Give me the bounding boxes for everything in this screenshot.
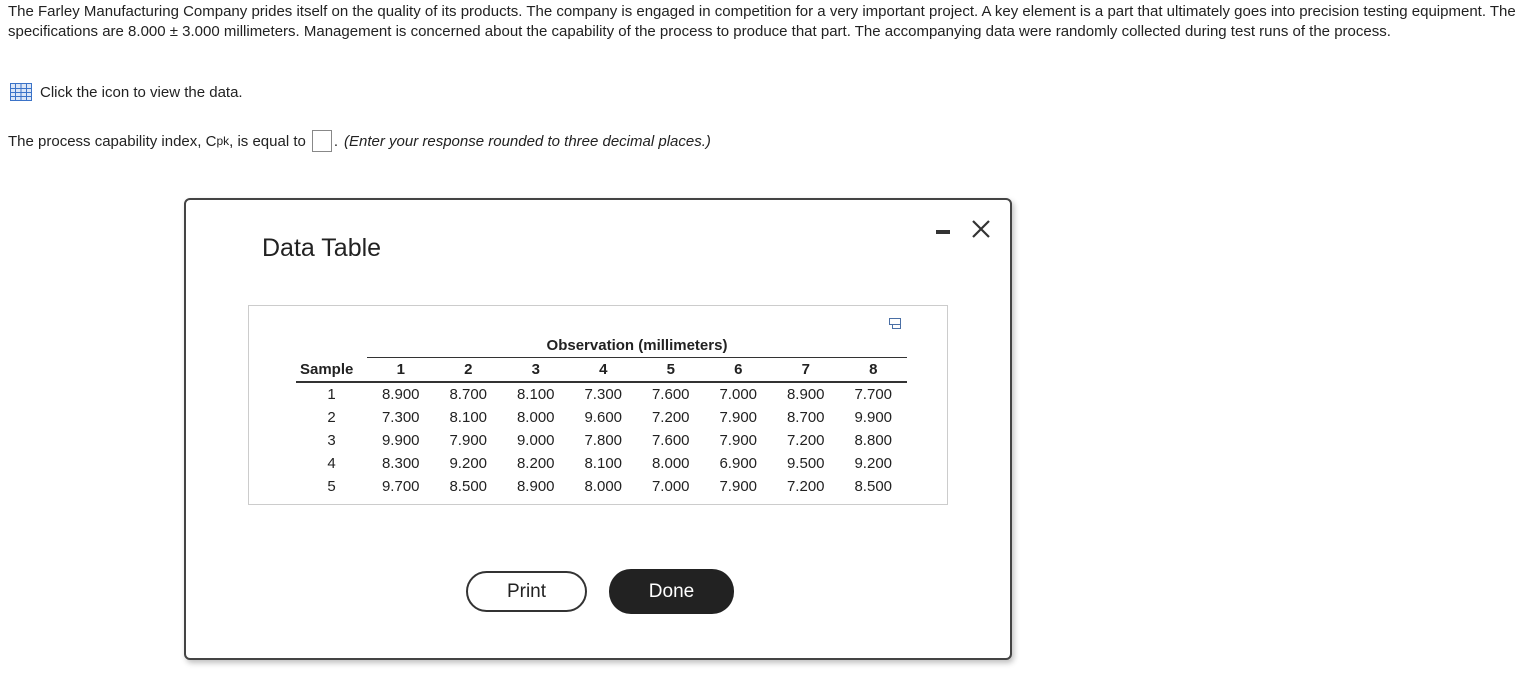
table-cell: 9.900 bbox=[381, 432, 420, 449]
table-cell: 7.600 bbox=[651, 386, 690, 403]
column-header: 6 bbox=[704, 357, 772, 383]
question-start: The process capability index, C bbox=[8, 132, 217, 150]
table-cell: 9.700 bbox=[381, 478, 420, 495]
table-cell: 7.200 bbox=[786, 478, 825, 495]
data-table: Observation (millimeters) Sample 1 2 3 4 5 6 7 8 1… bbox=[296, 334, 907, 498]
empty-cell bbox=[296, 334, 367, 358]
column-header: 2 bbox=[434, 357, 502, 383]
data-row: 4 8.300 9.200 8.200 8.100 8.000 6.900 9.500 9.20… bbox=[296, 452, 907, 475]
table-cell: 8.700 bbox=[786, 409, 825, 426]
table-cell: 8.200 bbox=[516, 455, 555, 472]
data-link[interactable]: Click the icon to view the data. bbox=[10, 83, 243, 101]
table-cell: 7.900 bbox=[449, 432, 488, 449]
table-cell: 7.900 bbox=[719, 432, 758, 449]
data-dialog: Data Table Observation (millimeters) Samp… bbox=[184, 198, 1012, 660]
table-cell: 2 bbox=[327, 409, 336, 426]
table-cell: 7.300 bbox=[381, 409, 420, 426]
print-button[interactable]: Print bbox=[466, 571, 587, 612]
table-cell: 5 bbox=[327, 478, 336, 495]
table-cell: 7.200 bbox=[651, 409, 690, 426]
table-cell: 7.900 bbox=[719, 409, 758, 426]
column-header: Sample bbox=[296, 357, 367, 383]
table-cell: 9.200 bbox=[449, 455, 488, 472]
table-cell: 8.900 bbox=[786, 386, 825, 403]
table-cell: 7.900 bbox=[719, 478, 758, 495]
dialog-title: Data Table bbox=[262, 234, 382, 262]
data-row: 5 9.700 8.500 8.900 8.000 7.000 7.900 7.200 8.50… bbox=[296, 475, 907, 498]
table-cell: 9.000 bbox=[516, 432, 555, 449]
table-cell: 8.100 bbox=[516, 386, 555, 403]
table-cell: 7.200 bbox=[786, 432, 825, 449]
column-header: 5 bbox=[637, 357, 705, 383]
question-mid: , is equal to bbox=[229, 132, 306, 150]
table-cell: 8.500 bbox=[854, 478, 893, 495]
table-cell: 8.100 bbox=[584, 455, 623, 472]
table-panel: Observation (millimeters) Sample 1 2 3 4 5 6 7 8 1… bbox=[248, 305, 948, 505]
copy-icon[interactable] bbox=[889, 318, 903, 330]
table-cell: 6.900 bbox=[719, 455, 758, 472]
minimize-button[interactable] bbox=[934, 218, 954, 238]
column-header: 3 bbox=[502, 357, 570, 383]
table-cell: 7.000 bbox=[651, 478, 690, 495]
question-end: . bbox=[333, 132, 339, 150]
question-hint: (Enter your response rounded to three de… bbox=[344, 132, 711, 150]
table-cell: 1 bbox=[327, 386, 336, 403]
table-cell: 8.000 bbox=[516, 409, 555, 426]
group-header-row: Observation (millimeters) bbox=[296, 334, 907, 358]
table-cell: 7.800 bbox=[584, 432, 623, 449]
column-header: 7 bbox=[772, 357, 840, 383]
table-cell: 8.500 bbox=[449, 478, 488, 495]
table-cell: 8.900 bbox=[381, 386, 420, 403]
table-cell: 9.500 bbox=[786, 455, 825, 472]
question-subscript: pk bbox=[216, 134, 230, 148]
table-cell: 8.000 bbox=[651, 455, 690, 472]
data-link-text[interactable]: Click the icon to view the data. bbox=[40, 83, 243, 101]
table-icon[interactable] bbox=[10, 83, 32, 101]
table-cell: 9.200 bbox=[854, 455, 893, 472]
table-cell: 8.900 bbox=[516, 478, 555, 495]
table-cell: 8.000 bbox=[584, 478, 623, 495]
data-row: 2 7.300 8.100 8.000 9.600 7.200 7.900 8.700 9.90… bbox=[296, 406, 907, 429]
table-cell: 4 bbox=[327, 455, 336, 472]
column-header: 8 bbox=[839, 357, 907, 383]
header-row: Sample 1 2 3 4 5 6 7 8 bbox=[296, 357, 907, 383]
data-row: 3 9.900 7.900 9.000 7.800 7.600 7.900 7.200 8.80… bbox=[296, 429, 907, 452]
table-cell: 7.600 bbox=[651, 432, 690, 449]
table-cell: 7.700 bbox=[854, 386, 893, 403]
table-cell: 7.300 bbox=[584, 386, 623, 403]
table-cell: 7.000 bbox=[719, 386, 758, 403]
column-header: 1 bbox=[367, 357, 435, 383]
table-cell: 3 bbox=[327, 432, 336, 449]
column-header: 4 bbox=[569, 357, 637, 383]
done-button[interactable]: Done bbox=[609, 569, 734, 614]
table-cell: 8.700 bbox=[449, 386, 488, 403]
data-row: 1 8.900 8.700 8.100 7.300 7.600 7.000 8.900 7.70… bbox=[296, 382, 907, 406]
table-cell: 8.100 bbox=[449, 409, 488, 426]
table-cell: 8.800 bbox=[854, 432, 893, 449]
problem-text: The Farley Manufacturing Company prides … bbox=[8, 3, 1516, 40]
group-header: Observation (millimeters) bbox=[367, 334, 907, 358]
answer-input[interactable] bbox=[311, 130, 332, 152]
table-cell: 9.600 bbox=[584, 409, 623, 426]
table-cell: 9.900 bbox=[854, 409, 893, 426]
close-button[interactable] bbox=[970, 218, 992, 240]
table-cell: 8.300 bbox=[381, 455, 420, 472]
